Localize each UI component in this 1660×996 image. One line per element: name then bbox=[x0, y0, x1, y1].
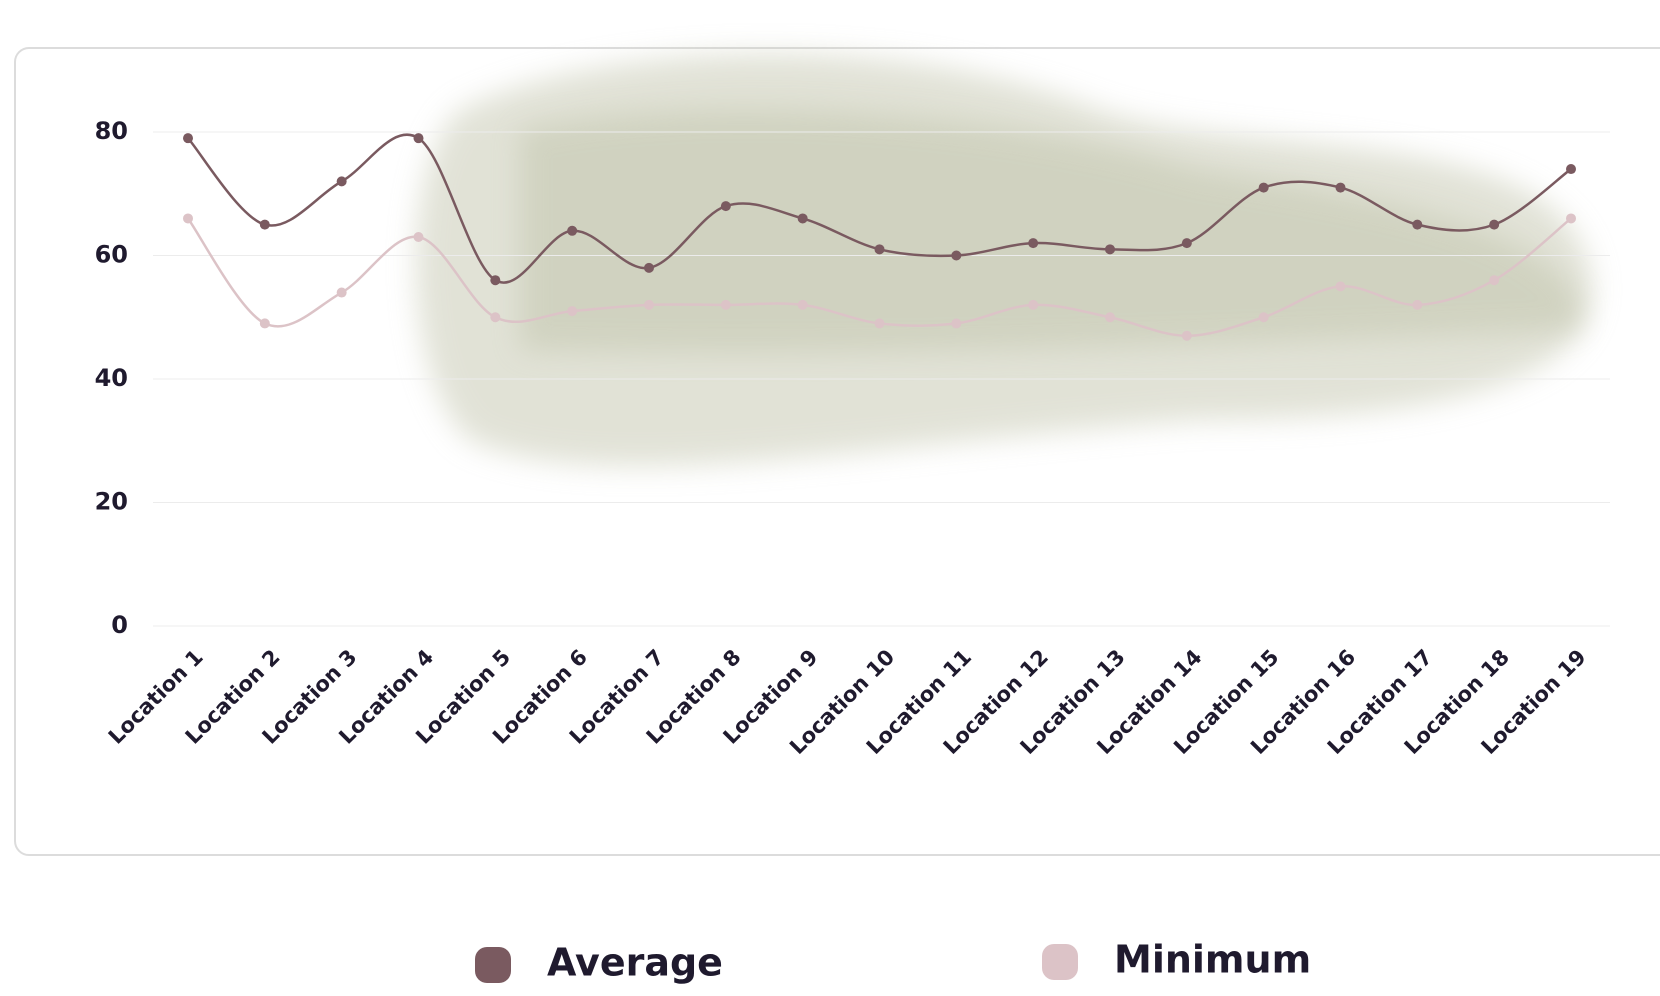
data-point bbox=[720, 299, 731, 310]
data-point bbox=[797, 299, 808, 310]
data-point bbox=[336, 287, 347, 298]
data-point bbox=[183, 213, 193, 224]
y-tick-label: 80 bbox=[95, 117, 128, 145]
data-point bbox=[797, 213, 808, 224]
data-point bbox=[567, 225, 578, 236]
data-point bbox=[1566, 164, 1576, 175]
data-point bbox=[1181, 330, 1192, 341]
data-point bbox=[1412, 219, 1423, 230]
data-point bbox=[1028, 238, 1039, 249]
aerial-field bbox=[520, 109, 1580, 353]
data-point bbox=[1258, 182, 1269, 193]
data-point bbox=[259, 318, 270, 329]
data-point bbox=[413, 133, 424, 144]
data-point bbox=[1028, 299, 1039, 310]
legend-label: Minimum bbox=[1114, 938, 1311, 982]
data-point bbox=[1335, 182, 1346, 193]
data-point bbox=[490, 275, 501, 286]
data-point bbox=[413, 231, 424, 242]
data-point bbox=[874, 318, 885, 329]
data-point bbox=[336, 176, 347, 187]
y-tick-label: 20 bbox=[95, 488, 128, 516]
data-point bbox=[1489, 275, 1500, 286]
data-point bbox=[1412, 299, 1423, 310]
data-point bbox=[720, 201, 731, 212]
data-point bbox=[1566, 213, 1576, 224]
data-point bbox=[183, 133, 193, 144]
data-point bbox=[874, 244, 885, 255]
data-point bbox=[644, 262, 654, 273]
data-point bbox=[951, 318, 962, 329]
data-point bbox=[259, 219, 270, 230]
legend-swatch bbox=[1042, 944, 1078, 980]
y-tick-label: 60 bbox=[95, 241, 128, 269]
data-point bbox=[1105, 244, 1115, 255]
data-point bbox=[1335, 281, 1346, 292]
data-point bbox=[567, 306, 578, 317]
data-point bbox=[951, 250, 962, 261]
y-tick-label: 40 bbox=[95, 364, 128, 392]
legend-label: Average bbox=[547, 941, 723, 985]
data-point bbox=[1181, 238, 1192, 249]
data-point bbox=[1105, 312, 1115, 323]
data-point bbox=[1258, 312, 1269, 323]
series-line bbox=[187, 133, 1572, 284]
data-point bbox=[644, 299, 654, 310]
legend-swatch bbox=[475, 947, 511, 983]
data-point bbox=[490, 312, 501, 323]
data-point bbox=[1489, 219, 1500, 230]
y-tick-label: 0 bbox=[111, 611, 128, 639]
